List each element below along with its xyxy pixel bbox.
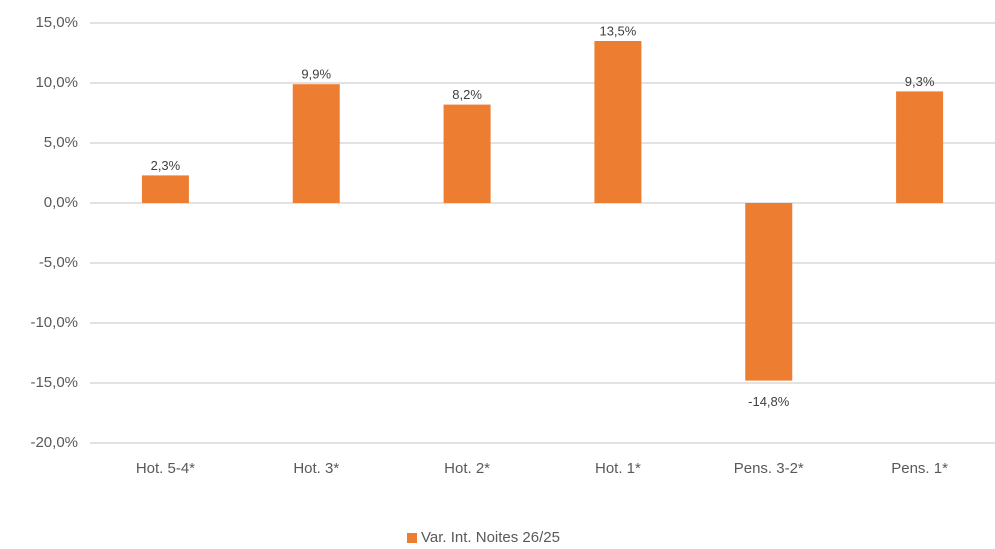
data-label: 13,5% bbox=[599, 23, 636, 38]
bar bbox=[896, 91, 944, 203]
y-tick-label: 0,0% bbox=[44, 194, 78, 211]
data-label: 2,3% bbox=[151, 158, 181, 173]
x-tick-label: Hot. 2* bbox=[444, 460, 490, 477]
y-tick-label: 10,0% bbox=[35, 74, 78, 91]
bar bbox=[443, 104, 491, 203]
bar bbox=[292, 84, 340, 203]
y-tick-label: -5,0% bbox=[39, 254, 78, 271]
data-label: 8,2% bbox=[452, 87, 482, 102]
data-label: 9,9% bbox=[301, 67, 331, 82]
legend-label: Var. Int. Noites 26/25 bbox=[421, 529, 560, 546]
x-tick-label: Pens. 3-2* bbox=[734, 460, 804, 477]
legend-swatch bbox=[407, 533, 417, 543]
y-tick-label: -20,0% bbox=[30, 434, 78, 451]
bar bbox=[594, 41, 642, 203]
data-label: 9,3% bbox=[905, 74, 935, 89]
bar bbox=[745, 203, 793, 381]
y-tick-label: 5,0% bbox=[44, 134, 78, 151]
y-tick-label: 15,0% bbox=[35, 14, 78, 31]
x-tick-label: Hot. 5-4* bbox=[136, 460, 195, 477]
y-tick-label: -15,0% bbox=[30, 374, 78, 391]
data-label: -14,8% bbox=[748, 394, 790, 409]
x-tick-label: Hot. 3* bbox=[293, 460, 339, 477]
bar bbox=[141, 175, 189, 203]
x-tick-label: Pens. 1* bbox=[891, 460, 948, 477]
x-tick-label: Hot. 1* bbox=[595, 460, 641, 477]
y-tick-label: -10,0% bbox=[30, 314, 78, 331]
